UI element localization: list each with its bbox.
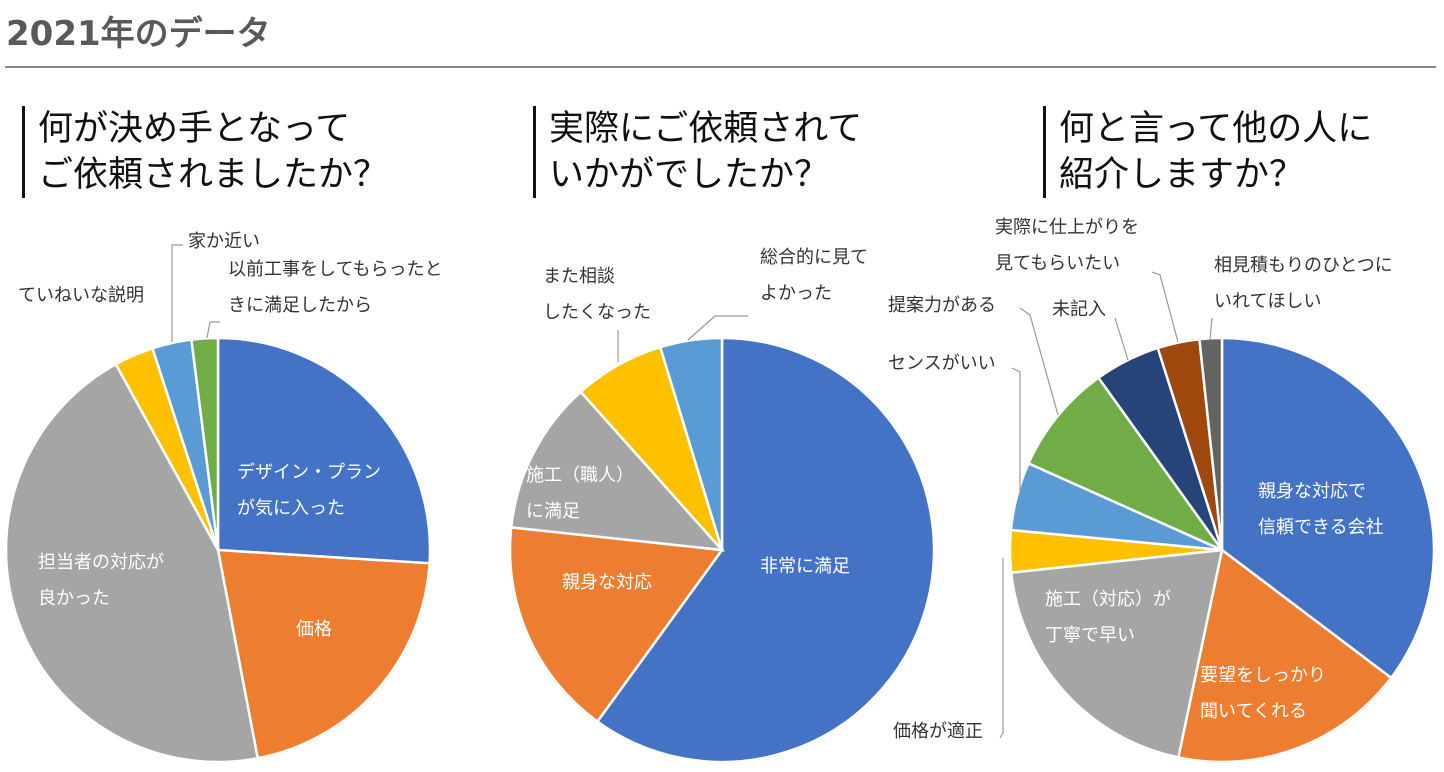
slice-label: センスがいい (888, 353, 996, 374)
slice-label: 実際に仕上がりを 見てもらいたい (995, 217, 1139, 274)
slice-label: また相談 したくなった (543, 266, 651, 323)
slice-label: 家か近い (188, 231, 260, 252)
pie-slice (1176, 547, 1393, 764)
slice-label: 総合的に見て よかった (760, 247, 868, 304)
pie-slice (1026, 375, 1226, 554)
slice-label: 親身な対応で 信頼できる会社 (1258, 481, 1384, 538)
question-title: 実際にご依頼されて いかがでしたか？ (533, 106, 862, 198)
slice-label: 担当者の対応が 良かった (38, 552, 164, 609)
slice-label: デザイン・プラン が気に入った (237, 462, 381, 519)
slice-label: 親身な対応 (562, 572, 652, 593)
leader-line (1114, 317, 1129, 361)
leader-line (1151, 271, 1179, 343)
pie-slice (216, 336, 432, 565)
pie-slice (595, 336, 936, 764)
question-title: 何と言って他の人に 紹介しますか？ (1043, 106, 1372, 198)
leader-line (1019, 307, 1059, 416)
leader-line (1011, 367, 1021, 495)
pie-slice (216, 548, 431, 760)
pie-slice (658, 336, 724, 551)
pie-slice (508, 526, 725, 724)
question-title: 何が決め手となって ご依頼されましたか？ (22, 106, 388, 198)
pie-slice (1220, 336, 1436, 680)
leader-line (1209, 317, 1213, 341)
slice-label: ていねいな説明 (18, 285, 144, 306)
pie-slice (4, 362, 260, 764)
pie-slice (509, 390, 726, 552)
pie-slice (1009, 548, 1224, 759)
slice-label: 以前工事をしてもらったと きに満足したから (228, 259, 443, 316)
title-rule (5, 66, 1436, 68)
leader-line (171, 244, 183, 342)
page-title: 2021年のデータ (6, 14, 271, 54)
pie-slice (190, 336, 220, 551)
slice-label: 提案力がある (888, 295, 996, 316)
leader-line (999, 558, 1004, 739)
slice-label: 相見積もりのひとつに いれてほしい (1214, 255, 1393, 312)
leader-line (687, 315, 748, 341)
slice-label: 価格が適正 (893, 721, 983, 742)
leader-line (206, 321, 220, 339)
slice-label: 施工（対応）が 丁寧で早い (1045, 589, 1171, 646)
slice-label: 非常に満足 (760, 556, 850, 577)
slice-label: 施工（職人） に満足 (526, 465, 634, 522)
slice-label: 未記入 (1052, 299, 1106, 320)
slice-label: 価格 (296, 619, 332, 640)
slice-label: 要望をしっかり 聞いてくれる (1200, 665, 1326, 722)
